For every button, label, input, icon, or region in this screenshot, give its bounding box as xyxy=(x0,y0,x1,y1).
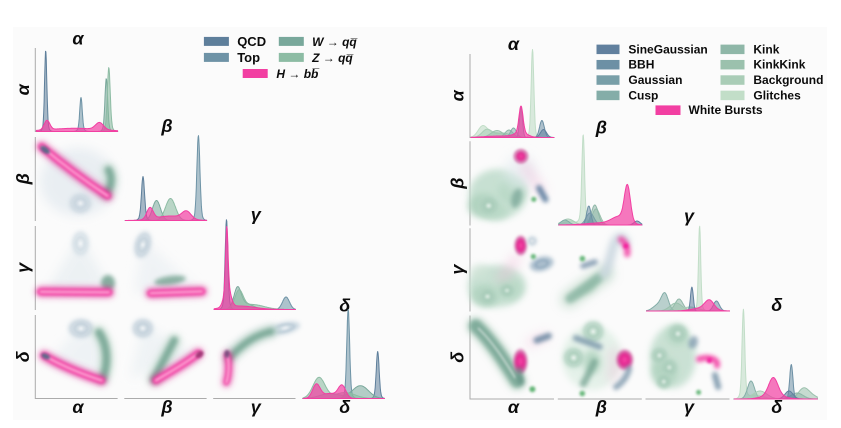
svg-text:β: β xyxy=(595,118,607,138)
svg-text:δ: δ xyxy=(771,397,783,417)
svg-text:δ: δ xyxy=(339,295,351,315)
svg-text:BBH: BBH xyxy=(628,58,654,72)
svg-text:KinkKink: KinkKink xyxy=(753,58,805,72)
svg-text:γ: γ xyxy=(251,397,262,417)
svg-text:α: α xyxy=(508,397,520,417)
svg-text:Gaussian: Gaussian xyxy=(628,73,682,87)
svg-text:SineGaussian: SineGaussian xyxy=(628,42,707,56)
svg-text:W → qq̅: W → qq̅ xyxy=(312,35,358,49)
svg-text:δ: δ xyxy=(448,351,468,363)
svg-text:δ: δ xyxy=(13,350,33,362)
svg-text:γ: γ xyxy=(448,264,468,275)
svg-text:Glitches: Glitches xyxy=(753,88,801,102)
svg-text:δ: δ xyxy=(771,295,783,315)
svg-text:γ: γ xyxy=(13,262,33,273)
svg-text:α: α xyxy=(13,83,33,95)
svg-text:β: β xyxy=(160,397,172,417)
svg-text:β: β xyxy=(448,178,468,190)
svg-text:β: β xyxy=(595,397,607,417)
svg-text:QCD: QCD xyxy=(237,34,266,49)
svg-text:Background: Background xyxy=(753,73,823,87)
svg-text:White Bursts: White Bursts xyxy=(689,103,763,117)
svg-text:Z → qq̅: Z → qq̅ xyxy=(311,51,354,65)
svg-text:α: α xyxy=(72,28,84,48)
svg-text:γ: γ xyxy=(251,204,262,224)
svg-text:γ: γ xyxy=(684,397,695,417)
svg-text:δ: δ xyxy=(339,397,351,417)
svg-text:β: β xyxy=(13,173,33,185)
svg-text:α: α xyxy=(72,397,84,417)
svg-text:γ: γ xyxy=(684,206,695,226)
svg-text:Cusp: Cusp xyxy=(628,88,658,102)
svg-text:α: α xyxy=(448,89,468,101)
svg-text:H → bb̅: H → bb̅ xyxy=(276,67,319,81)
svg-text:Top: Top xyxy=(237,50,260,65)
svg-text:β: β xyxy=(160,116,172,136)
svg-text:α: α xyxy=(508,34,520,54)
svg-text:Kink: Kink xyxy=(753,42,779,56)
